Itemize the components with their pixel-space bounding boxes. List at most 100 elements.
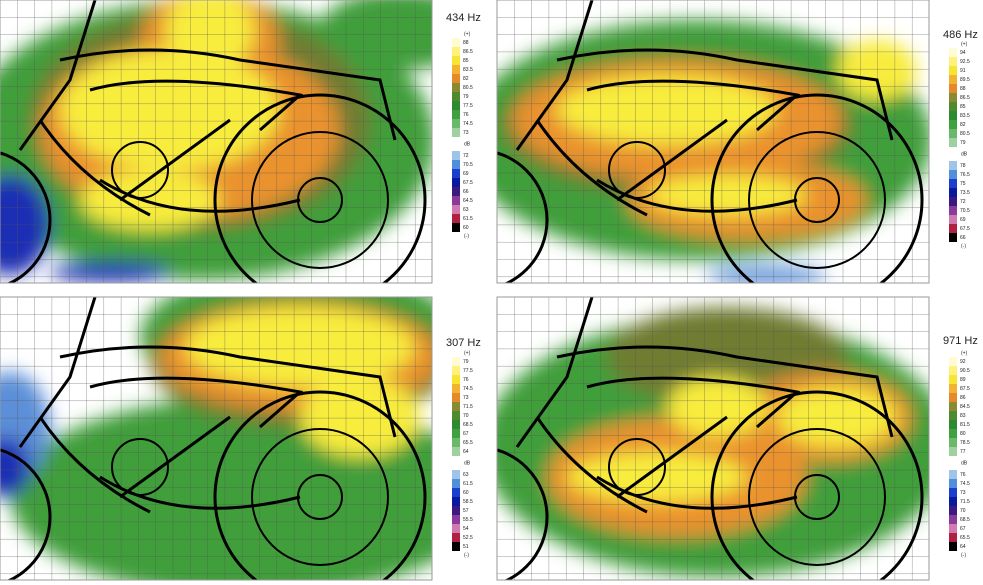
scale-label: 73 bbox=[463, 395, 469, 401]
scale-label: 89.5 bbox=[960, 77, 970, 83]
scale-swatch bbox=[949, 488, 957, 497]
scale-label: 92.5 bbox=[960, 59, 970, 65]
heat-region bbox=[567, 452, 747, 502]
heat-region bbox=[777, 387, 897, 447]
heatmap-border bbox=[0, 296, 433, 581]
scale-swatch bbox=[452, 447, 460, 456]
scale-label: 63 bbox=[463, 472, 469, 478]
rear-wheel bbox=[710, 93, 924, 283]
scale-swatch bbox=[949, 120, 957, 129]
scale-label: 61.5 bbox=[463, 216, 473, 222]
scale-swatch bbox=[452, 83, 460, 92]
scale-label: 60 bbox=[463, 490, 469, 496]
scale-swatch bbox=[452, 178, 460, 187]
frequency-label: 486 Hz bbox=[943, 29, 978, 41]
motorcycle-outline bbox=[0, 0, 427, 283]
scale-label: 69 bbox=[463, 171, 469, 177]
scale-label: 51 bbox=[463, 544, 469, 550]
heat-blobs bbox=[0, 297, 432, 580]
scale-label: 66 bbox=[960, 235, 966, 241]
scale-label: 85 bbox=[960, 104, 966, 110]
scale-swatch bbox=[949, 420, 957, 429]
scale-swatch bbox=[949, 506, 957, 515]
scale-label: 86 bbox=[960, 395, 966, 401]
scale-label: 79 bbox=[960, 140, 966, 146]
scale-swatch bbox=[949, 357, 957, 366]
frame bbox=[18, 0, 397, 217]
panel: 971 Hz (+) 92 90.5 89 87.5 86 84.5 83 81.5 80 78.5 7… bbox=[496, 296, 978, 581]
scale-label: 72 bbox=[463, 153, 469, 159]
front-wheel bbox=[0, 448, 52, 580]
engine bbox=[111, 141, 169, 199]
scale-swatch bbox=[452, 101, 460, 110]
scale-swatch bbox=[452, 56, 460, 65]
scale-swatch bbox=[452, 470, 460, 479]
scale-label: 83 bbox=[960, 413, 966, 419]
scale-top: (+) bbox=[961, 41, 968, 47]
scale-swatch bbox=[452, 375, 460, 384]
scale-label: 74.5 bbox=[463, 386, 473, 392]
scale-swatch bbox=[452, 205, 460, 214]
scale-swatch bbox=[452, 438, 460, 447]
scale-label: 68.5 bbox=[960, 517, 970, 523]
scale-swatch bbox=[452, 65, 460, 74]
scale-top: (+) bbox=[464, 350, 471, 356]
frequency-label: 434 Hz bbox=[446, 12, 481, 24]
scale-label: 78.5 bbox=[960, 440, 970, 446]
scale-label: 74.5 bbox=[463, 121, 473, 127]
scale-swatch bbox=[452, 515, 460, 524]
scale-label: 55.5 bbox=[463, 517, 473, 523]
scale-swatch bbox=[949, 497, 957, 506]
scale-swatch bbox=[452, 119, 460, 128]
heat-region bbox=[185, 307, 415, 387]
scale-swatch bbox=[452, 497, 460, 506]
scale-label: 85 bbox=[463, 58, 469, 64]
scale-swatch bbox=[949, 233, 957, 242]
scale-label: 80.5 bbox=[463, 85, 473, 91]
scale-swatch bbox=[949, 206, 957, 215]
scale-swatch bbox=[452, 384, 460, 393]
scale-swatch bbox=[452, 366, 460, 375]
scale-swatch bbox=[452, 38, 460, 47]
scale-swatch bbox=[949, 542, 957, 551]
scale-swatch bbox=[949, 384, 957, 393]
scale-swatch bbox=[949, 375, 957, 384]
scale-swatch bbox=[949, 533, 957, 542]
scale-swatch bbox=[949, 75, 957, 84]
scale-top: (+) bbox=[961, 350, 968, 356]
scale-label: 76.5 bbox=[960, 172, 970, 178]
heat-region bbox=[707, 267, 827, 283]
front-wheel bbox=[497, 448, 549, 580]
scale-label: 79 bbox=[463, 359, 469, 365]
scale-label: 70 bbox=[960, 508, 966, 514]
scale-swatch bbox=[949, 366, 957, 375]
scale-swatch bbox=[452, 74, 460, 83]
scale-label: 83.5 bbox=[463, 67, 473, 73]
engine bbox=[608, 141, 666, 199]
heat-region bbox=[50, 262, 170, 282]
scale-label: 87.5 bbox=[960, 386, 970, 392]
motorcycle-outline bbox=[497, 0, 924, 283]
scale-label: 79 bbox=[463, 94, 469, 100]
heatmap-border bbox=[0, 0, 433, 284]
scale-label: 67 bbox=[960, 526, 966, 532]
rear-wheel bbox=[213, 93, 427, 283]
motorcycle-outline bbox=[497, 297, 924, 580]
scale-swatch bbox=[949, 138, 957, 147]
scale-label: 69 bbox=[960, 217, 966, 223]
scale-swatch bbox=[452, 506, 460, 515]
scale-label: 67 bbox=[463, 431, 469, 437]
heatmap-border bbox=[496, 0, 930, 284]
front-wheel bbox=[0, 151, 52, 283]
scale-swatch bbox=[949, 479, 957, 488]
panel: 307 Hz(+) 79 77.5 76 74.5 73 71.5 70 68.5 67 65.5 6… bbox=[0, 296, 481, 581]
scale-label: 73 bbox=[960, 490, 966, 496]
scale-unit: dB bbox=[961, 460, 968, 466]
scale-swatch bbox=[949, 66, 957, 75]
scale-swatch bbox=[949, 170, 957, 179]
scale-label: 83.5 bbox=[960, 113, 970, 119]
scale-swatch bbox=[949, 102, 957, 111]
scale-label: 65.5 bbox=[463, 440, 473, 446]
scale-swatch bbox=[452, 357, 460, 366]
panel: 434 Hz (+) 88 86.5 85 83.5 82 80.5 79 77.5 76 74.5 7… bbox=[0, 0, 481, 284]
